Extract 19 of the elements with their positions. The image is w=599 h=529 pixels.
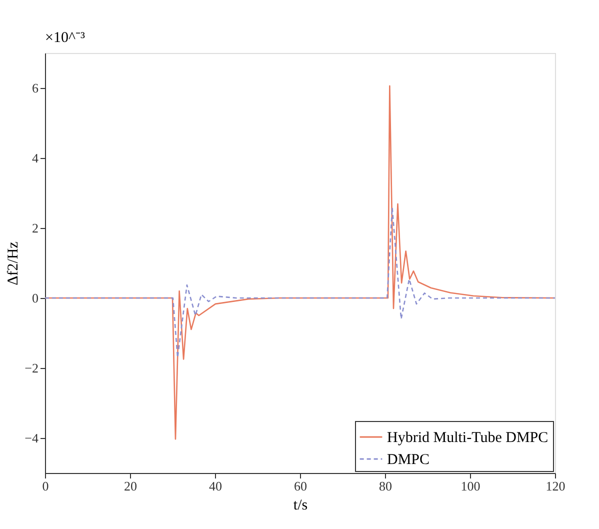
line-series bbox=[44, 207, 556, 358]
y-tick-label: 6 bbox=[32, 80, 39, 96]
x-tick-label: 100 bbox=[460, 478, 480, 494]
x-tick-label: 80 bbox=[379, 478, 392, 494]
legend-label: Hybrid Multi-Tube DMPC bbox=[387, 430, 548, 446]
text: ×10^⁻³ bbox=[45, 30, 86, 46]
x-axis-title: t/s bbox=[293, 498, 308, 514]
y-tick-label: −2 bbox=[24, 360, 38, 376]
y-tick-label: 4 bbox=[32, 150, 39, 166]
legend-label: DMPC bbox=[387, 452, 430, 468]
x-tick-label: 40 bbox=[209, 478, 222, 494]
y-tick-label: 0 bbox=[32, 290, 38, 306]
y-tick-label: 2 bbox=[32, 220, 38, 236]
x-tick-label: 0 bbox=[42, 478, 49, 494]
x-tick-label: 20 bbox=[124, 478, 137, 494]
y-axis-title: Δf2/Hz bbox=[6, 241, 22, 286]
x-tick-label: 120 bbox=[546, 478, 566, 494]
y-tick-label: −4 bbox=[24, 430, 39, 446]
x-tick-label: 60 bbox=[294, 478, 307, 494]
